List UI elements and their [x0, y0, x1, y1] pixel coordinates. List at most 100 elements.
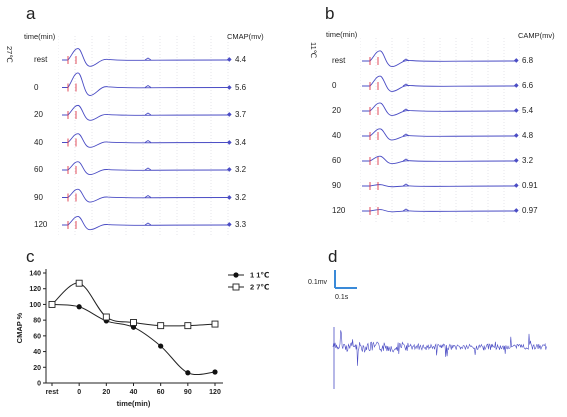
- trace-artifact: [144, 195, 152, 198]
- panel-b-trace-area: rest ◆ 6.8 0 ◆ 6.6 20 ◆ 5.4 40 ◆ 4.8 60 ◆ 3.2 90 ◆ 0.91 12…: [332, 38, 538, 224]
- trace-artifact: [144, 167, 152, 171]
- emg-trace-path: [332, 330, 547, 366]
- row-value: 3.2: [235, 192, 247, 202]
- y-tick-label: 60: [33, 333, 41, 340]
- data-point-circle: [158, 343, 164, 349]
- row-value: 5.4: [522, 106, 534, 115]
- x-tick-label: 0: [77, 389, 81, 396]
- row-label: 20: [332, 106, 341, 115]
- value-bullet-icon: ◆: [514, 208, 519, 214]
- data-point-square: [157, 322, 165, 330]
- cmap-trace: [62, 161, 229, 176]
- row-value: 6.8: [522, 56, 534, 65]
- row-value: 6.6: [522, 81, 534, 90]
- row-value: 0.91: [522, 181, 538, 190]
- trace-artifact: [144, 222, 152, 226]
- y-tick-label: 0: [37, 381, 41, 388]
- cmap-trace: [62, 104, 229, 121]
- cmap-trace: [62, 133, 229, 148]
- cmap-trace: [362, 50, 516, 68]
- row-value: 3.4: [235, 137, 247, 147]
- panel-a-trace-area: rest ◆ 4.4 0 ◆ 5.6 20 ◆ 3.7 40 ◆ 3.4 60 ◆ 3.2 90 ◆ 3.2 120…: [0, 0, 283, 245]
- row-value: 0.97: [522, 206, 538, 215]
- trace-artifact: [402, 83, 410, 87]
- data-point-square: [184, 322, 192, 330]
- data-point-square: [130, 319, 137, 326]
- x-tick-label: rest: [46, 389, 60, 396]
- x-tick-label: 20: [102, 389, 110, 396]
- cmap-trace: [362, 209, 516, 213]
- row-label: 120: [34, 220, 48, 229]
- cmap-trace: [62, 215, 229, 231]
- panel-a-time-header: time(min): [24, 32, 56, 41]
- data-point-square: [102, 313, 110, 321]
- value-bullet-icon: ◆: [514, 108, 519, 114]
- panel-a-value-header: CMAP(mv): [227, 32, 264, 41]
- value-bullet-icon: ◆: [227, 194, 232, 201]
- data-point-square: [48, 300, 56, 308]
- row-value: 4.8: [522, 131, 534, 140]
- legend-marker-square: [232, 283, 240, 291]
- panel-d-letter: d: [328, 247, 338, 266]
- value-bullet-icon: ◆: [227, 222, 232, 228]
- value-bullet-icon: ◆: [514, 133, 519, 139]
- x-tick-label: 40: [130, 389, 138, 396]
- cmap-trace: [362, 128, 516, 141]
- y-axis-label: CMAP %: [15, 312, 24, 343]
- value-bullet-icon: ◆: [227, 112, 232, 118]
- y-tick-label: 140: [29, 271, 41, 278]
- cmap-trace: [362, 75, 516, 92]
- row-label: rest: [332, 56, 346, 65]
- row-label: 40: [332, 131, 341, 140]
- row-value: 5.6: [235, 82, 247, 92]
- row-label: 0: [332, 81, 337, 90]
- cmap-trace: [362, 184, 516, 188]
- row-label: 20: [34, 110, 43, 119]
- row-label: 60: [332, 156, 341, 165]
- trace-artifact: [402, 133, 410, 137]
- y-tick-label: 100: [29, 302, 41, 309]
- value-bullet-icon: ◆: [227, 167, 232, 173]
- series-line: [51, 303, 216, 376]
- panel-d-recording: 0.1mv 0.1s: [308, 270, 547, 389]
- emg-trace: [332, 327, 547, 389]
- y-tick-label: 20: [33, 365, 41, 372]
- row-value: 3.3: [235, 220, 247, 229]
- panel-b-time-header: time(min): [326, 30, 358, 39]
- row-value: 3.2: [235, 165, 247, 174]
- cmap-trace: [62, 72, 229, 96]
- legend-marker-circle: [233, 272, 239, 278]
- legend-label: 2 7℃: [250, 283, 270, 292]
- x-tick-label: 120: [209, 389, 221, 396]
- scale-x-label: 0.1s: [335, 294, 349, 301]
- row-label: 60: [34, 165, 43, 174]
- cmap-trace: [62, 48, 229, 67]
- panel_b-trace-svg: [360, 38, 520, 224]
- trace-artifact: [402, 58, 410, 62]
- x-tick-label: 60: [157, 389, 165, 396]
- panel-a-letter: a: [26, 4, 36, 23]
- row-value: 4.4: [235, 55, 247, 64]
- value-bullet-icon: ◆: [227, 84, 232, 91]
- row-label: 40: [34, 137, 43, 147]
- scale-y-label: 0.1mv: [308, 279, 328, 286]
- trace-artifact: [144, 85, 152, 88]
- trace-artifact: [144, 57, 152, 61]
- value-bullet-icon: ◆: [514, 58, 519, 64]
- panel-b-letter: b: [325, 4, 335, 23]
- panel-c-letter: c: [26, 247, 35, 266]
- trace-artifact: [144, 140, 152, 143]
- row-value: 3.7: [235, 110, 247, 119]
- trace-artifact: [144, 112, 152, 116]
- data-point-circle: [185, 370, 191, 376]
- value-bullet-icon: ◆: [227, 139, 232, 146]
- value-bullet-icon: ◆: [514, 183, 519, 189]
- x-axis-label: time(min): [117, 399, 151, 408]
- cmap-trace: [362, 155, 516, 165]
- panel-b-value-header: CAMP(mv): [518, 31, 555, 40]
- row-label: 0: [34, 82, 39, 92]
- row-value: 3.2: [522, 156, 534, 165]
- y-tick-label: 40: [33, 349, 41, 356]
- legend-label: 1 1℃: [250, 271, 270, 280]
- data-point-square: [75, 279, 83, 287]
